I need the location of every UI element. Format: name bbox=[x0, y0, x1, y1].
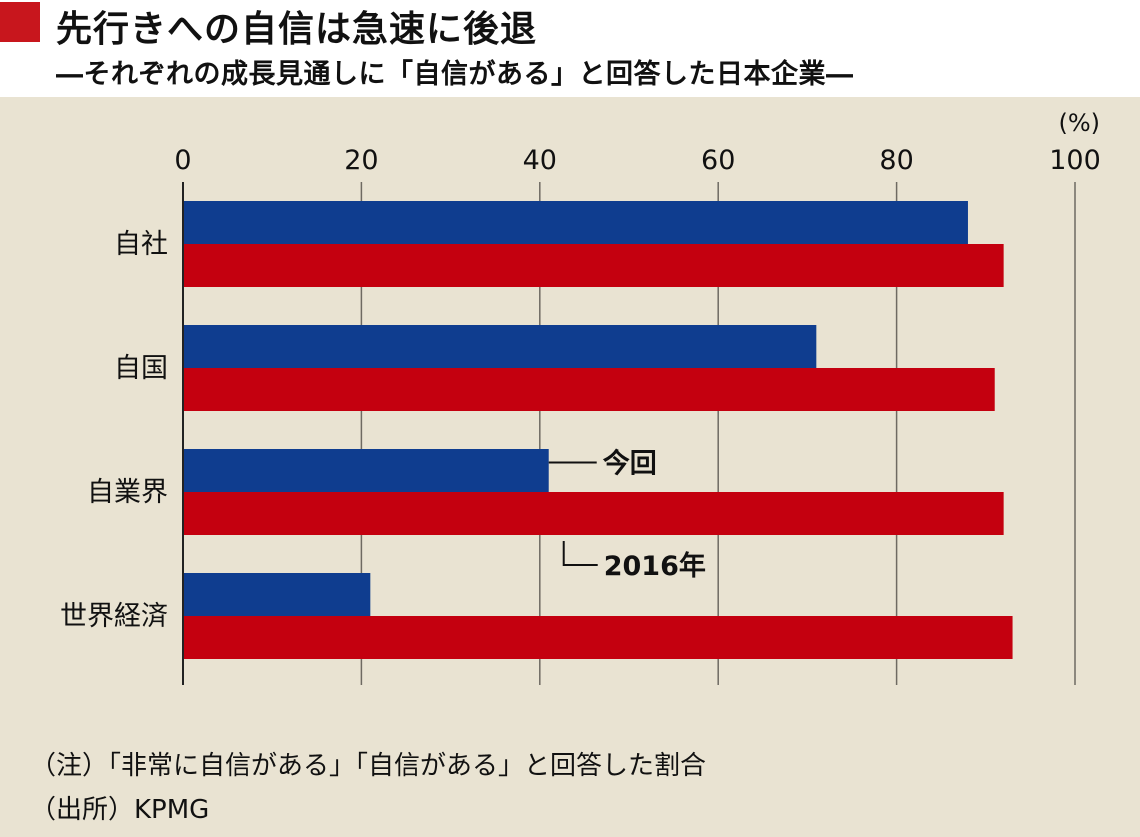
chart-panel: 0 20 40 60 80 100 (%) 自社自国自業界世界経済 今回 2016年 （注）「非常… bbox=[0, 97, 1140, 837]
chart-title: 先行きへの自信は急速に後退 bbox=[56, 9, 538, 50]
legend-label-prior: 2016年 bbox=[604, 550, 706, 582]
bar-current bbox=[183, 325, 817, 368]
x-tick-label: 100 bbox=[1049, 145, 1101, 176]
bar-prior bbox=[183, 368, 995, 411]
x-tick-label: 0 bbox=[174, 145, 191, 176]
bar-current bbox=[183, 201, 968, 244]
legend-leader-prior bbox=[562, 541, 598, 566]
chart-subtitle: ―それぞれの成長見通しに「自信がある」と回答した日本企業― bbox=[56, 59, 854, 90]
category-label: 世界経済 bbox=[60, 601, 168, 632]
category-label: 自社 bbox=[114, 229, 168, 260]
footnote-source: （出所）KPMG bbox=[30, 795, 210, 825]
bar-prior bbox=[183, 616, 1013, 659]
category-label: 自国 bbox=[114, 353, 168, 384]
bar-current bbox=[183, 449, 549, 492]
chart-header: 先行きへの自信は急速に後退 ―それぞれの成長見通しに「自信がある」と回答した日本… bbox=[0, 0, 1140, 97]
unit-label: (%) bbox=[1058, 109, 1100, 137]
bar-prior bbox=[183, 492, 1004, 535]
footnote-note: （注）「非常に自信がある」「自信がある」と回答した割合 bbox=[30, 751, 707, 781]
legend-label-current: 今回 bbox=[603, 448, 657, 480]
bar-current bbox=[183, 573, 371, 616]
x-tick-label: 40 bbox=[523, 145, 557, 176]
title-marker bbox=[0, 2, 40, 42]
x-tick-label: 20 bbox=[344, 145, 378, 176]
x-tick-label: 80 bbox=[879, 145, 913, 176]
category-label: 自業界 bbox=[87, 477, 168, 508]
x-tick-label: 60 bbox=[701, 145, 735, 176]
bar-prior bbox=[183, 244, 1004, 287]
